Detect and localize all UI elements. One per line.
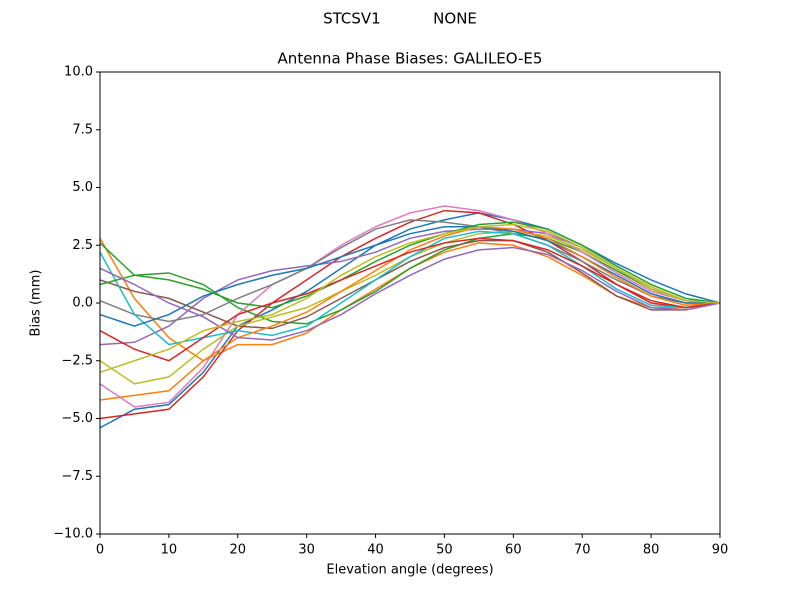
series-line <box>99 219 720 323</box>
series-line <box>99 212 721 429</box>
x-tick-label: 0 <box>96 543 104 558</box>
x-tick-label: 40 <box>367 543 384 558</box>
series-line <box>99 230 721 346</box>
y-tick-label: 5.0 <box>72 180 93 195</box>
x-axis-label: Elevation angle (degrees) <box>326 563 493 578</box>
y-tick-label: −10.0 <box>53 527 93 542</box>
x-tick-label: 80 <box>643 543 660 558</box>
x-tick-label: 70 <box>574 543 591 558</box>
y-tick-label: 10.0 <box>64 65 93 80</box>
y-tick-label: 2.5 <box>72 238 93 253</box>
y-tick-label: 7.5 <box>72 122 93 137</box>
y-tick-label: −7.5 <box>61 469 93 484</box>
chart-title: Antenna Phase Biases: GALILEO-E5 <box>278 50 543 68</box>
series-line <box>99 209 721 420</box>
plot-frame <box>99 71 721 535</box>
x-tick-label: 60 <box>505 543 522 558</box>
series-line <box>99 237 721 362</box>
x-tick-label: 30 <box>298 543 315 558</box>
series-line <box>99 221 721 309</box>
x-tick-label: 90 <box>712 543 729 558</box>
series-line <box>99 226 721 401</box>
series-line <box>99 239 721 330</box>
y-axis-label: Bias (mm) <box>29 270 44 337</box>
series-line <box>99 226 720 327</box>
y-tick-label: −5.0 <box>61 411 93 426</box>
x-tick-label: 20 <box>230 543 247 558</box>
series-line <box>99 246 721 341</box>
y-tick-label: −2.5 <box>61 353 93 368</box>
series-line <box>99 232 721 325</box>
x-tick-label: 10 <box>161 543 178 558</box>
suptitle: STCSV1 NONE <box>323 10 477 28</box>
x-tick-label: 50 <box>436 543 453 558</box>
series-line <box>99 223 721 374</box>
y-tick-label: 0.0 <box>72 296 93 311</box>
series-line <box>99 205 721 408</box>
